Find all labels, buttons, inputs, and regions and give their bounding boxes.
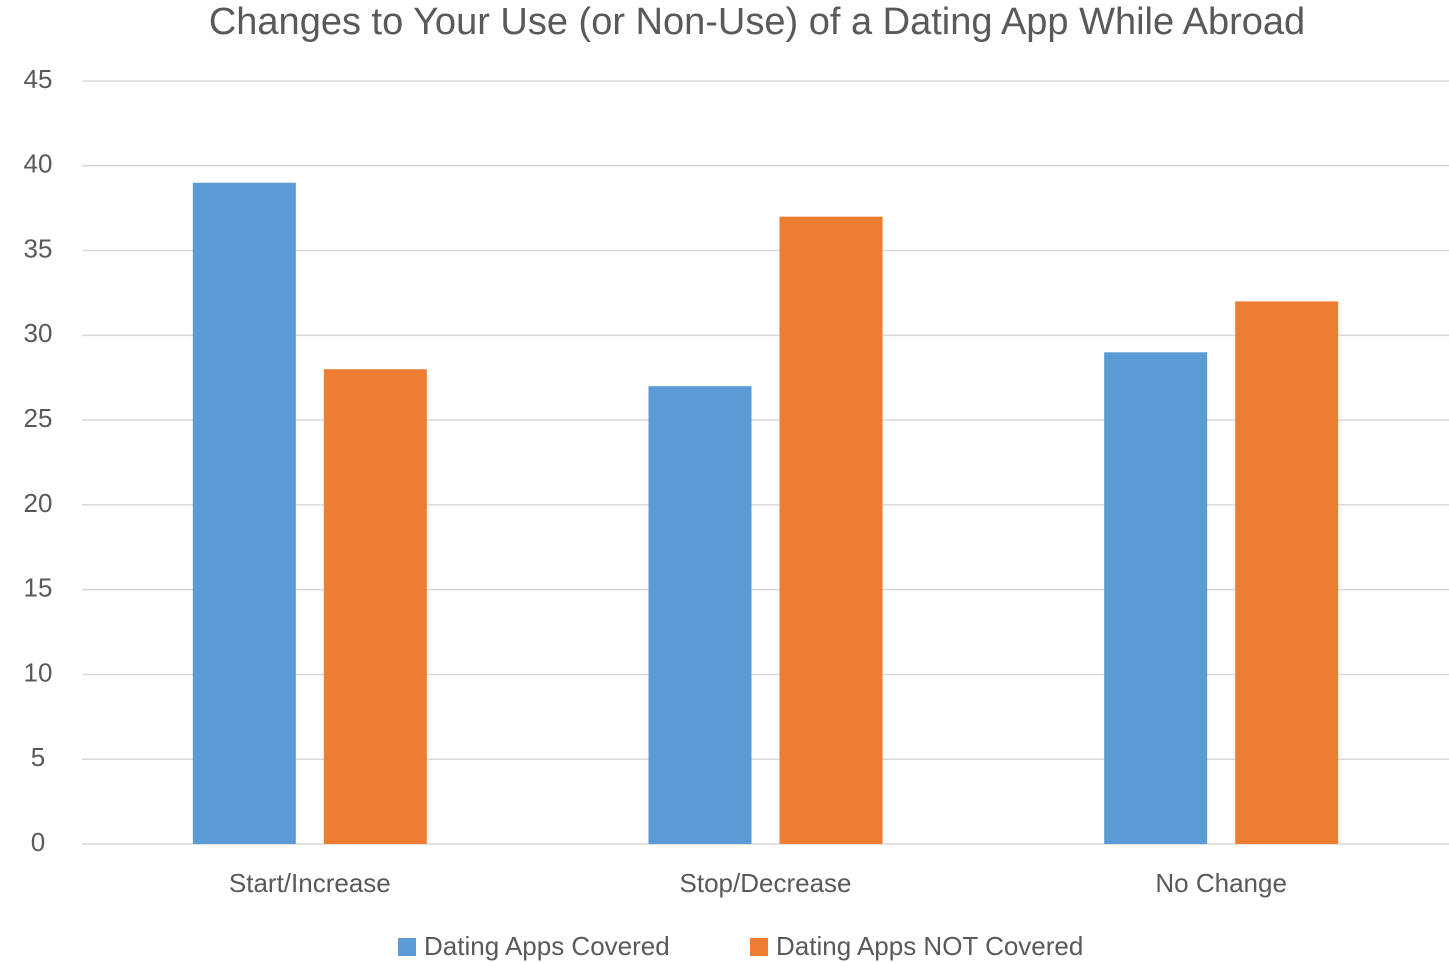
bar bbox=[1104, 352, 1208, 844]
y-tick-label: 45 bbox=[24, 64, 53, 94]
bar bbox=[779, 216, 883, 845]
legend-swatch bbox=[398, 938, 416, 956]
y-tick-label: 35 bbox=[24, 233, 53, 263]
y-tick-label: 0 bbox=[31, 827, 45, 857]
y-tick-label: 5 bbox=[31, 742, 45, 772]
y-tick-label: 25 bbox=[24, 403, 53, 433]
legend-swatch bbox=[750, 938, 768, 956]
y-tick-label: 20 bbox=[24, 488, 53, 518]
x-tick-label: No Change bbox=[1155, 868, 1287, 898]
x-tick-label: Start/Increase bbox=[229, 868, 391, 898]
y-tick-label: 30 bbox=[24, 318, 53, 348]
bar bbox=[323, 369, 427, 844]
y-tick-label: 10 bbox=[24, 657, 53, 687]
bar bbox=[192, 182, 296, 844]
bar bbox=[1235, 301, 1339, 844]
legend-label: Dating Apps Covered bbox=[424, 931, 670, 961]
bar bbox=[648, 386, 752, 844]
y-tick-label: 40 bbox=[24, 149, 53, 179]
y-tick-label: 15 bbox=[24, 573, 53, 603]
legend-label: Dating Apps NOT Covered bbox=[776, 931, 1083, 961]
x-tick-label: Stop/Decrease bbox=[680, 868, 852, 898]
chart-title: Changes to Your Use (or Non-Use) of a Da… bbox=[209, 1, 1305, 43]
